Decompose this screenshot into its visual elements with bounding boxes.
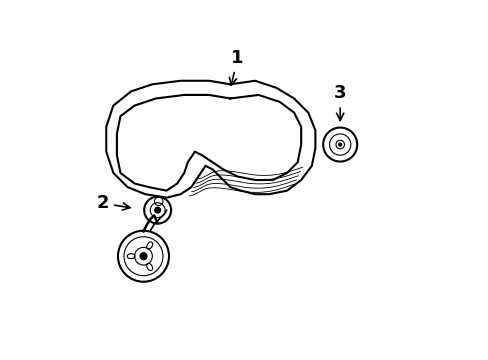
Circle shape [335,140,344,149]
Text: 1: 1 [229,49,243,85]
Text: 2: 2 [96,194,130,212]
Text: 3: 3 [333,85,346,120]
Circle shape [140,253,147,260]
Circle shape [338,143,341,146]
Circle shape [154,207,160,213]
